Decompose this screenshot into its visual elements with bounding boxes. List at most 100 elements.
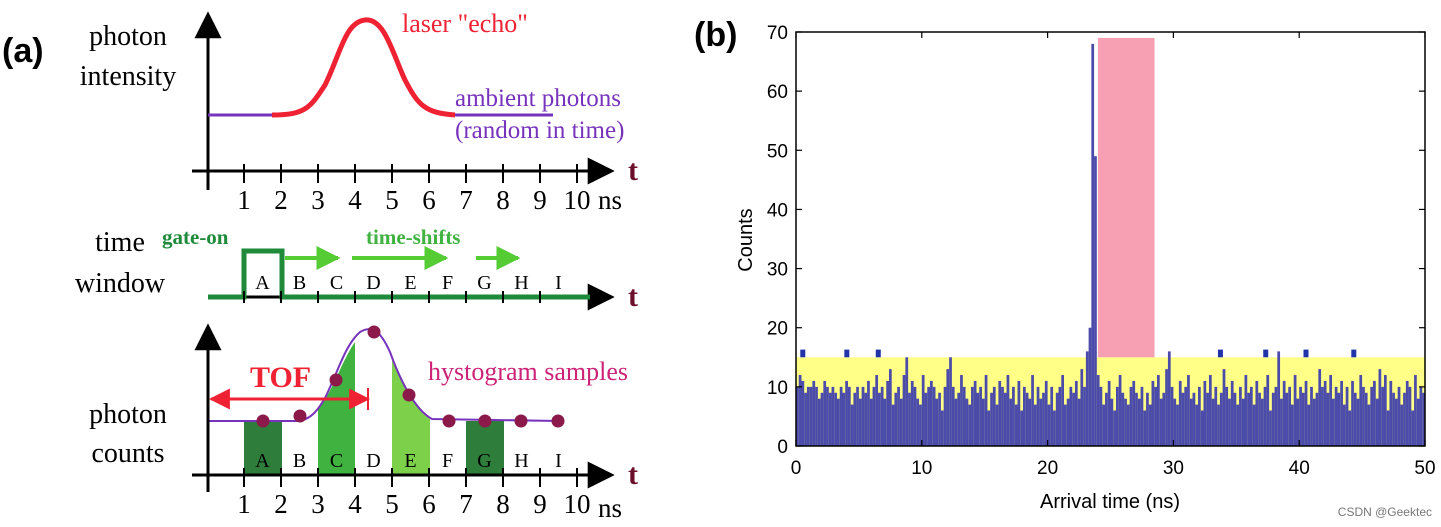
histogram-bar <box>1405 380 1409 446</box>
topTicks-label-1: 1 <box>237 185 251 215</box>
histogram-bar <box>1249 386 1253 446</box>
histogram-bar <box>1252 404 1256 446</box>
gate-on-label: gate-on <box>162 225 229 249</box>
histogram-bar <box>1318 369 1322 446</box>
histogram-bar <box>1241 398 1245 446</box>
tof-label: TOF <box>250 361 311 394</box>
histogram-bar <box>1329 375 1333 446</box>
topTicks-label-3: 3 <box>311 185 325 215</box>
histogram-bar <box>1017 380 1021 446</box>
histogram-bar <box>1053 410 1056 446</box>
botBins-bin-f: F <box>442 450 453 472</box>
counts-ticks: 1 2 3 4 5 6 7 8 9 10 <box>237 468 591 519</box>
histogram-bar <box>1151 380 1155 446</box>
histogram-bar <box>1126 404 1130 446</box>
y-tick-label: 70 <box>767 23 788 44</box>
histogram-bar <box>815 386 818 446</box>
histogram-bar <box>869 398 873 446</box>
histogram-bar <box>1033 404 1037 446</box>
histogram-bar <box>905 357 909 446</box>
histogram-bar <box>1340 380 1343 446</box>
histogram-bar <box>965 398 969 446</box>
histogram-bar <box>1146 392 1149 446</box>
intensity-ylabel-line1: photon <box>89 21 167 52</box>
histogram-bar <box>1389 380 1393 446</box>
histogram-bar <box>1255 380 1259 446</box>
histogram-bar <box>1165 369 1168 446</box>
botTicks-label-4: 4 <box>348 489 362 519</box>
histogram-bar <box>888 369 892 446</box>
histogram-bar <box>927 386 931 446</box>
sample-dot-b <box>293 409 307 423</box>
y-tick-label: 50 <box>767 141 788 162</box>
histogram-bar <box>880 386 884 446</box>
histogram-bar <box>938 392 941 446</box>
histogram-bar <box>1211 398 1215 446</box>
histogram-bar <box>853 392 857 446</box>
sample-dot-h <box>514 414 528 428</box>
histogram-bar <box>839 386 843 446</box>
histogram-bar <box>1414 375 1417 446</box>
histogram-bar <box>1408 386 1412 446</box>
histogram-bar <box>1416 398 1420 446</box>
histogram-bar <box>1148 404 1152 446</box>
histogram-bar <box>1110 398 1114 446</box>
histogram-bar <box>1143 410 1147 446</box>
intensity-unit: ns <box>598 185 622 215</box>
histogram-bar <box>842 392 846 446</box>
histogram-bar <box>828 392 832 446</box>
intensity-ticks: 1 2 3 4 5 6 7 8 9 10 <box>237 164 591 215</box>
histogram-bar <box>1115 386 1119 446</box>
histogram-bar <box>949 357 952 446</box>
histogram-bar <box>1107 380 1111 446</box>
histogram-bar <box>910 380 914 446</box>
x-tick-label: 30 <box>1163 458 1184 479</box>
histogram-bar <box>861 386 865 446</box>
histogram-bar <box>1066 398 1070 446</box>
histogram-bar <box>1173 398 1177 446</box>
histogram-bar <box>902 375 906 446</box>
histogram-bar <box>1031 375 1034 446</box>
histogram-bar <box>1124 398 1127 446</box>
sample-dot-a <box>256 414 270 428</box>
histogram-bar <box>1072 392 1075 446</box>
y-tick-label: 10 <box>767 378 788 399</box>
histogram-bar <box>1370 386 1374 446</box>
histogram-bar <box>1236 404 1240 446</box>
histogram-bar <box>1337 392 1341 446</box>
peak-marker <box>844 349 850 358</box>
histogram-bar <box>1356 398 1360 446</box>
histogram-bar <box>826 386 829 446</box>
hist-label: hystogram samples <box>428 357 628 386</box>
histogram-bar <box>1228 398 1231 446</box>
histogram-bar <box>1362 386 1365 446</box>
histogram-bar <box>894 392 898 446</box>
histogram-bar <box>1080 369 1084 446</box>
histogram-bar <box>1394 398 1398 446</box>
sample-dot-f <box>442 414 456 428</box>
histogram-bar <box>1288 386 1291 446</box>
botTicks-label-1: 1 <box>237 489 251 519</box>
botBins-bin-e: E <box>404 450 416 472</box>
plot-frame <box>795 31 1426 447</box>
histogram-bar <box>921 375 925 446</box>
midBins-bin-d: D <box>366 272 380 294</box>
histogram-bar <box>981 398 985 446</box>
botTicks-label-9: 9 <box>533 489 547 519</box>
peak-marker <box>1263 349 1269 358</box>
histogram-bar <box>1025 392 1029 446</box>
x-tick-label: 50 <box>1414 458 1435 479</box>
histogram-bar <box>837 398 840 446</box>
histogram-bar <box>1094 156 1097 446</box>
histogram-bar <box>1121 392 1125 446</box>
y-tick-label: 20 <box>767 319 788 340</box>
histogram-bar <box>1189 398 1193 446</box>
histogram-bar <box>1195 404 1199 446</box>
botTicks-label-6: 6 <box>422 489 436 519</box>
histogram-bar <box>1359 375 1363 446</box>
histogram-bar <box>1003 392 1007 446</box>
topTicks-label-4: 4 <box>348 185 362 215</box>
histogram-bar <box>1258 392 1261 446</box>
counts-ylabel-line2: counts <box>91 438 164 469</box>
histogram-bar <box>1206 392 1209 446</box>
